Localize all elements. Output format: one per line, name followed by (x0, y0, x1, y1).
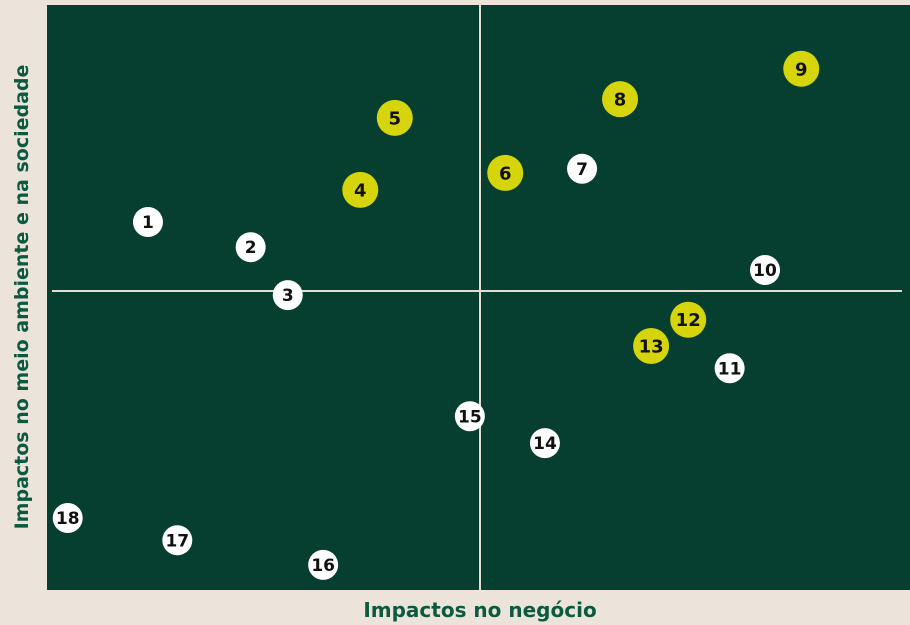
point-label: 18 (56, 509, 80, 529)
point-label: 12 (676, 310, 701, 331)
point-label: 13 (639, 337, 664, 358)
point-label: 10 (753, 261, 777, 281)
point (602, 81, 639, 118)
point (670, 301, 707, 338)
point (633, 328, 670, 365)
point (272, 280, 303, 311)
point-label: 9 (795, 59, 808, 80)
point (783, 50, 820, 87)
point (567, 153, 598, 184)
point (132, 207, 163, 238)
point-label: 1 (142, 213, 154, 233)
point-label: 8 (614, 90, 627, 111)
point (235, 232, 266, 263)
point (750, 255, 781, 286)
point-label: 4 (354, 180, 367, 201)
point (529, 428, 560, 459)
point (162, 525, 193, 556)
plot-area (47, 5, 910, 590)
point-label: 5 (389, 108, 402, 129)
point-label: 3 (282, 286, 294, 306)
point (487, 154, 524, 191)
point (342, 171, 379, 208)
point (52, 503, 83, 534)
point-label: 7 (576, 160, 588, 180)
point-label: 2 (245, 238, 257, 258)
point (714, 353, 745, 384)
point-label: 16 (311, 556, 335, 576)
y-axis-label: Impactos no meio ambiente e na sociedade (11, 65, 33, 530)
point-label: 14 (533, 434, 557, 454)
point-label: 11 (718, 359, 742, 379)
point (376, 99, 413, 136)
point-label: 17 (165, 531, 189, 551)
point-label: 15 (458, 407, 482, 427)
point-label: 6 (499, 163, 512, 184)
point (308, 549, 339, 580)
x-axis-label: Impactos no negócio (363, 598, 596, 622)
point (454, 401, 485, 432)
